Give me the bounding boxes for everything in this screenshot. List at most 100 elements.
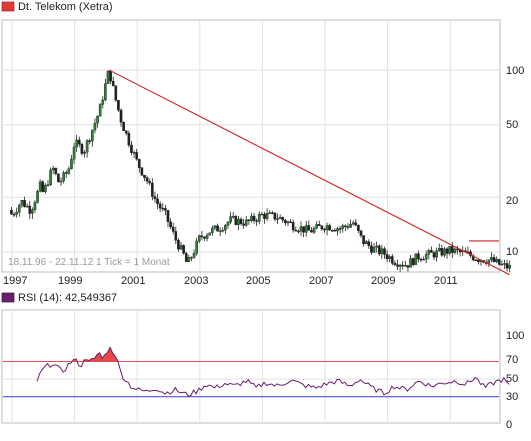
candle-body: [268, 212, 272, 214]
candle-body: [88, 140, 92, 142]
candle-body: [132, 152, 136, 154]
candle-body: [497, 259, 501, 265]
x-axis-tick: 1999: [58, 275, 82, 287]
candle-body: [130, 144, 133, 153]
candle-body: [23, 200, 26, 207]
candle-body: [54, 167, 58, 175]
candle-body: [409, 258, 412, 268]
candle-body: [370, 245, 373, 253]
candle-body: [237, 218, 240, 225]
candle-body: [190, 257, 193, 259]
candle-body: [234, 215, 238, 225]
candle-body: [91, 129, 94, 142]
candle-body: [18, 204, 21, 213]
candle-body: [503, 263, 506, 265]
x-axis-tick: 2003: [184, 275, 208, 287]
candle-body: [224, 225, 227, 231]
x-axis-tick: 2009: [371, 275, 395, 287]
candle-body: [424, 254, 428, 260]
candle-body: [38, 181, 42, 192]
candle-body: [310, 230, 313, 233]
x-axis-tick: 2011: [434, 275, 458, 287]
candle-body: [161, 207, 165, 210]
candle-body: [195, 240, 198, 254]
rsi-y-tick: 30: [506, 391, 518, 403]
candle-body: [263, 213, 266, 219]
candle-body: [508, 265, 511, 269]
candle-body: [135, 152, 138, 160]
candle-body: [456, 248, 459, 251]
candle-body: [12, 213, 16, 216]
candle-body: [98, 104, 102, 117]
candle-body: [364, 241, 368, 245]
candle-body: [417, 253, 420, 260]
candle-body: [80, 144, 84, 154]
rsi-y-tick: 50: [506, 373, 518, 385]
candle-body: [179, 245, 183, 250]
candle-body: [114, 85, 118, 101]
price-plot-area: [1, 19, 501, 273]
candle-body: [406, 265, 410, 268]
candle-body: [312, 228, 316, 233]
candle-body: [59, 180, 63, 183]
candle-body: [255, 220, 258, 222]
candle-body: [490, 257, 493, 261]
candle-body: [216, 225, 219, 232]
candle-body: [117, 100, 120, 111]
candle-body: [164, 208, 167, 211]
candle-body: [257, 213, 261, 222]
candle-body: [67, 168, 71, 174]
rsi-y-tick: 0: [506, 419, 512, 431]
rsi-grid: [3, 311, 499, 422]
candle-body: [218, 230, 222, 233]
price-y-tick: 100: [506, 65, 524, 77]
rsi-y-tick: 70: [506, 354, 518, 366]
candle-body: [317, 224, 321, 227]
candle-body: [151, 182, 154, 197]
rsi-line: [36, 346, 510, 397]
candle-body: [351, 222, 355, 225]
candle-body: [169, 221, 172, 228]
candle-body: [346, 226, 350, 228]
candle-body: [260, 213, 264, 216]
candle-body: [435, 250, 438, 258]
candle-body: [20, 200, 24, 206]
rsi-legend-box: [1, 292, 15, 303]
candle-body: [174, 231, 178, 241]
candle-body: [31, 209, 34, 214]
candle-body: [500, 263, 504, 266]
candle-body: [474, 259, 478, 262]
price-legend-box: [1, 1, 15, 12]
candle-body: [331, 229, 334, 232]
candle-body: [393, 262, 397, 265]
candle-body: [297, 230, 300, 233]
price-y-tick: 20: [506, 195, 518, 207]
candle-body: [111, 80, 115, 86]
candle-body: [495, 259, 498, 263]
candle-body: [143, 174, 146, 178]
candle-body: [49, 169, 52, 185]
candle-body: [359, 230, 363, 236]
candle-body: [226, 221, 230, 226]
candle-body: [203, 236, 206, 239]
candle-body: [247, 219, 251, 222]
candle-body: [51, 167, 55, 171]
candle-body: [158, 203, 162, 209]
candle-body: [289, 221, 292, 223]
candle-body: [401, 264, 405, 267]
price-trend-lines: [108, 69, 510, 276]
candle-body: [137, 159, 141, 168]
candle-body: [398, 264, 402, 267]
candle-body: [96, 115, 99, 124]
candle-body: [124, 130, 128, 134]
candle-body: [41, 181, 45, 192]
candle-body: [453, 248, 457, 253]
candle-body: [414, 253, 418, 265]
candle-body: [450, 246, 454, 253]
x-axis-tick: 1997: [3, 275, 27, 287]
candle-body: [250, 215, 253, 221]
candle-body: [349, 223, 352, 228]
candle-body: [380, 248, 384, 255]
candle-body: [411, 258, 415, 265]
